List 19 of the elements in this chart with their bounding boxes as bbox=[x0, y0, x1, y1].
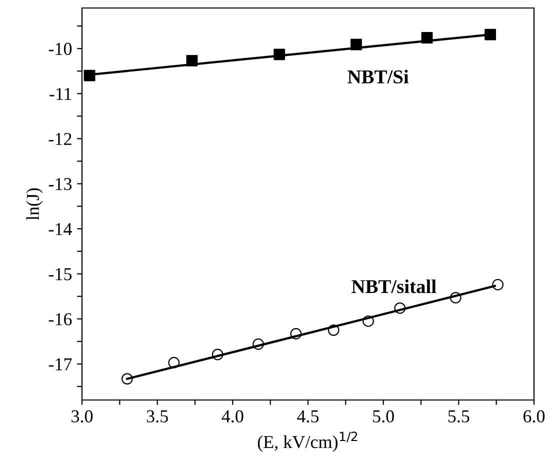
annotation: NBT/Si bbox=[348, 70, 409, 84]
y-tick-label: -16 bbox=[48, 313, 72, 326]
y-tick-label: -10 bbox=[48, 42, 72, 55]
x-tick-label: 6.0 bbox=[523, 410, 545, 423]
x-tick-label: 3.5 bbox=[146, 410, 168, 423]
y-tick-label: -17 bbox=[48, 358, 72, 370]
y-tick-label: -12 bbox=[48, 132, 72, 145]
x-tick-label: 3.0 bbox=[72, 410, 93, 423]
y-tick-label: -15 bbox=[48, 268, 72, 280]
y-tick-label: -13 bbox=[48, 178, 72, 190]
x-tick-label: 4.5 bbox=[297, 410, 319, 423]
x-axis-title: (E, kV/cm)$^{1/2}$ bbox=[258, 432, 358, 452]
y-axis-title: ln(J) bbox=[26, 188, 43, 220]
x-tick-label: 5.5 bbox=[448, 410, 470, 423]
x-tick-label: 4.0 bbox=[222, 410, 244, 423]
annotation: NBT/sitall bbox=[352, 279, 436, 294]
y-tick-label: -11 bbox=[50, 88, 72, 100]
x-tick-label: 5.0 bbox=[373, 410, 394, 423]
y-tick-label: -14 bbox=[48, 223, 72, 236]
